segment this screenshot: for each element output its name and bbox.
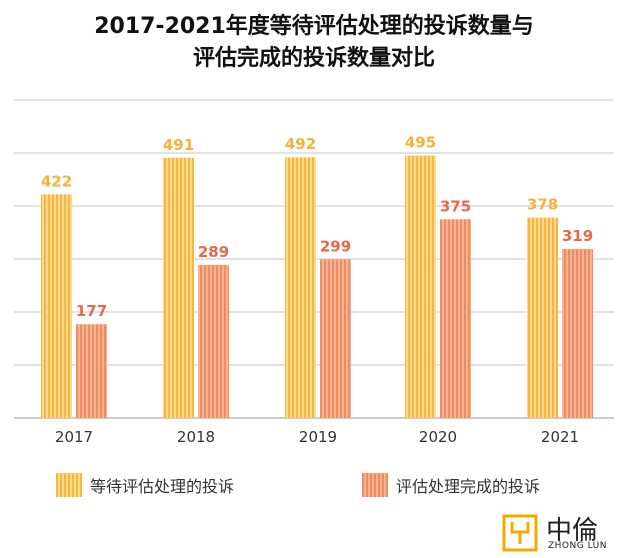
legend-label-completed: 评估处理完成的投诉 (396, 477, 541, 496)
data-label-pending-2021: 378 (527, 196, 558, 214)
bar-pending-2017 (41, 194, 72, 418)
x-tick-label-2019: 2019 (299, 428, 337, 446)
data-label-completed-2018: 289 (198, 243, 229, 261)
zhonglun-logo-mark-icon (502, 514, 538, 552)
logo-subtext: ZHONG LUN (548, 541, 607, 551)
bar-pending-2019 (285, 157, 316, 419)
x-tick-labels: 2017 2018 2019 2020 2021 (55, 428, 579, 446)
legend-label-pending: 等待评估处理的投诉 (90, 477, 235, 496)
bar-pending-2021 (527, 217, 558, 418)
bar-pending-2020 (405, 155, 436, 418)
data-label-pending-2019: 492 (285, 135, 316, 153)
data-label-completed-2019: 299 (320, 238, 351, 256)
bar-completed-2021 (562, 248, 593, 418)
legend-swatch-pending (56, 473, 82, 497)
legend-item-pending: 等待评估处理的投诉 (56, 472, 234, 498)
x-tick-label-2018: 2018 (177, 428, 215, 446)
legend-swatch-completed (362, 473, 388, 497)
x-tick-label-2020: 2020 (419, 428, 457, 446)
bar-pending-2018 (163, 157, 194, 418)
data-label-pending-2020: 495 (405, 134, 436, 152)
bars (41, 155, 593, 419)
bar-completed-2018 (198, 264, 229, 418)
data-label-pending-2018: 491 (163, 136, 194, 154)
bar-completed-2020 (440, 219, 471, 418)
data-label-completed-2020: 375 (440, 197, 471, 215)
logo-text: 中倫 (546, 516, 599, 546)
zhonglun-logo: 中倫 ZHONG LUN (502, 514, 622, 554)
data-label-completed-2017: 177 (76, 302, 107, 320)
x-tick-label-2021: 2021 (541, 428, 579, 446)
chart-title-line-2: 评估完成的投诉数量对比 (192, 46, 435, 71)
data-label-completed-2021: 319 (562, 227, 593, 245)
chart-title-line-1: 2017-2021年度等待评估处理的投诉数量与 (94, 14, 534, 39)
legend-item-completed: 评估处理完成的投诉 (362, 472, 540, 498)
bar-completed-2019 (320, 259, 351, 418)
bar-completed-2017 (76, 324, 107, 418)
x-tick-label-2017: 2017 (55, 428, 93, 446)
data-label-pending-2017: 422 (41, 172, 72, 190)
